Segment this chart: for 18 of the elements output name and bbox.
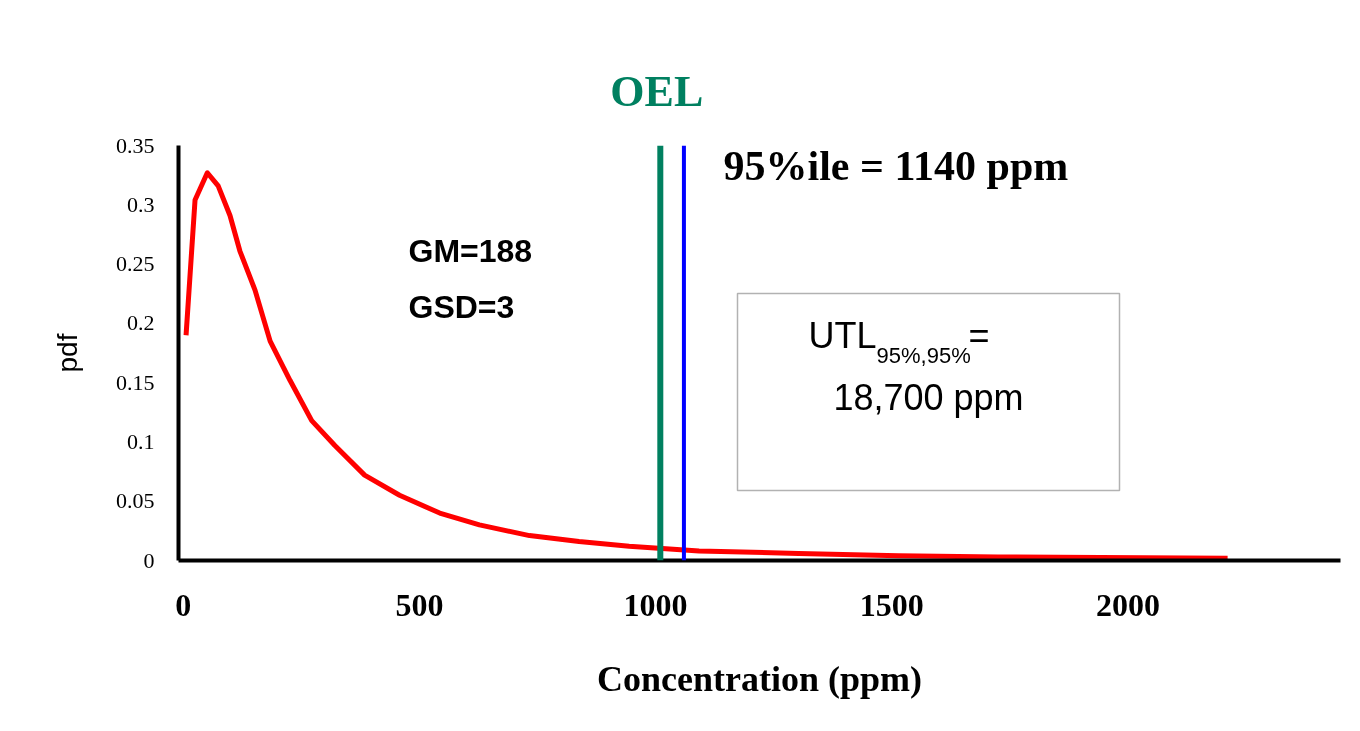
y-tick-label: 0.1 (127, 428, 155, 454)
y-tick-label: 0.2 (127, 310, 155, 336)
x-tick-label: 0 (175, 586, 192, 623)
y-tick-label: 0.35 (116, 132, 155, 158)
y-tick-label: 0.3 (127, 191, 155, 217)
y-axis-title: pdf (52, 333, 83, 373)
annotation: 95%ile = 1140 ppm (723, 142, 1069, 189)
x-axis-title: Concentration (ppm) (597, 658, 922, 699)
y-tick-label: 0.15 (116, 369, 155, 395)
x-tick-label: 2000 (1095, 586, 1160, 623)
y-tick-label: 0.25 (116, 251, 155, 277)
y-tick-label: 0 (143, 547, 155, 573)
annotation: GM=188 GSD=3 (408, 232, 533, 325)
x-tick-label: 500 (395, 586, 444, 623)
x-tick-label: 1000 (623, 586, 688, 623)
ref-line-label: OEL (610, 66, 704, 116)
y-tick-label: 0.05 (116, 488, 155, 514)
x-tick-label: 1500 (859, 586, 924, 623)
